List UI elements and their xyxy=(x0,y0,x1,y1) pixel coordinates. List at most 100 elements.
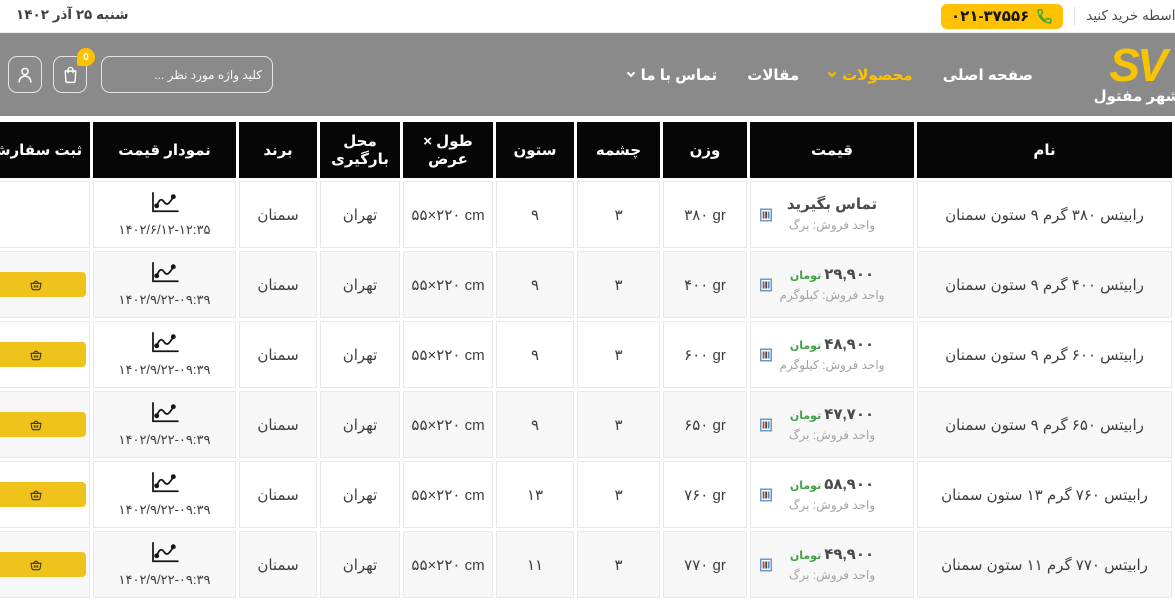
column-count-value: ۹ xyxy=(496,251,574,318)
loading-city: تهران xyxy=(320,181,400,248)
nav-link-articles[interactable]: مقالات xyxy=(747,66,799,84)
search-input[interactable] xyxy=(107,67,262,82)
column-header-size: طول × عرض xyxy=(403,122,493,178)
product-name[interactable]: رابیتس ۷۷۰ گرم ۱۱ ستون سمنان xyxy=(941,556,1148,574)
order-button[interactable] xyxy=(0,342,86,367)
price-chart-button[interactable] xyxy=(149,401,181,425)
sale-unit: واحد فروش: برگ xyxy=(788,218,876,232)
product-name[interactable]: رابیتس ۴۰۰ گرم ۹ ستون سمنان xyxy=(945,276,1144,294)
price-detail-icon[interactable] xyxy=(760,418,772,431)
user-icon xyxy=(18,67,32,83)
chevron-down-icon xyxy=(626,68,635,78)
chart-date: ۱۴۰۲/۹/۲۲-۰۹:۳۹ xyxy=(118,432,211,447)
chevron-down-icon xyxy=(827,68,837,78)
order-button[interactable] xyxy=(0,482,86,507)
price-detail-icon[interactable] xyxy=(760,208,772,221)
price-chart-button[interactable] xyxy=(149,331,181,355)
order-button[interactable] xyxy=(0,272,86,297)
cheshmeh-value: ۳ xyxy=(577,531,660,598)
product-name[interactable]: رابیتس ۶۰۰ گرم ۹ ستون سمنان xyxy=(945,346,1144,364)
nav-label: تماس با ما xyxy=(640,66,718,84)
loading-city: تهران xyxy=(320,251,400,318)
logo[interactable]: SV شهر مفتول xyxy=(1085,39,1175,105)
nav-label: صفحه اصلی xyxy=(942,66,1033,84)
account-button[interactable] xyxy=(8,56,42,93)
weight-value: ۶۰۰ gr xyxy=(684,346,726,364)
column-count-value: ۱۱ xyxy=(496,531,574,598)
chart-line-icon xyxy=(151,401,179,423)
size-value: ۵۵×۲۲۰ cm xyxy=(411,206,485,224)
price-amount: تماس بگیرید xyxy=(786,196,878,213)
column-count-value: ۹ xyxy=(496,181,574,248)
size-value: ۵۵×۲۲۰ cm xyxy=(411,486,485,504)
column-header-order: ثبت سفارش xyxy=(0,122,90,178)
price-chart-button[interactable] xyxy=(149,541,181,565)
search-box xyxy=(101,56,273,93)
price-detail-icon[interactable] xyxy=(760,348,772,361)
size-value: ۵۵×۲۲۰ cm xyxy=(411,276,485,294)
size-value: ۵۵×۲۲۰ cm xyxy=(411,416,485,434)
phone-icon xyxy=(1037,8,1052,24)
product-name[interactable]: رابیتس ۶۵۰ گرم ۹ ستون سمنان xyxy=(945,416,1144,434)
cheshmeh-value: ۳ xyxy=(577,251,660,318)
price-detail-icon[interactable] xyxy=(760,558,772,571)
order-button[interactable] xyxy=(0,552,86,577)
table-row: رابیتس ۳۸۰ گرم ۹ ستون سمنان تماس بگیرید … xyxy=(0,181,1172,248)
promo-area: بدون واسطه خرید کنید ۰۲۱-۳۷۵۵۶ xyxy=(941,3,1175,29)
sale-unit: واحد فروش: کیلوگرم xyxy=(779,288,885,302)
price-detail-icon[interactable] xyxy=(760,488,772,501)
logo-mark: SV xyxy=(1109,39,1167,91)
chart-line-icon xyxy=(151,541,179,563)
date-label: شنبه ۲۵ آذر ۱۴۰۲ xyxy=(16,7,129,22)
column-header-loading: محل بارگیری xyxy=(320,122,400,178)
chart-line-icon xyxy=(151,471,179,493)
basket-icon xyxy=(30,420,42,430)
price-amount: ۴۹,۹۰۰ xyxy=(824,546,875,563)
topbar: بدون واسطه خرید کنید ۰۲۱-۳۷۵۵۶ شنبه ۲۵ آ… xyxy=(0,0,1175,33)
column-header-name: نام xyxy=(917,122,1172,178)
table-row: رابیتس ۶۵۰ گرم ۹ ستون سمنان ۴۷,۷۰۰تومان … xyxy=(0,391,1172,458)
column-header-cheshmeh: چشمه xyxy=(577,122,660,178)
price-chart-button[interactable] xyxy=(149,261,181,285)
brand-name: سمنان xyxy=(239,461,317,528)
product-name[interactable]: رابیتس ۷۶۰ گرم ۱۳ ستون سمنان xyxy=(941,486,1148,504)
basket-icon xyxy=(30,350,42,360)
product-name[interactable]: رابیتس ۳۸۰ گرم ۹ ستون سمنان xyxy=(945,206,1144,224)
cheshmeh-value: ۳ xyxy=(577,461,660,528)
weight-value: ۳۸۰ gr xyxy=(684,206,726,224)
basket-icon xyxy=(30,560,42,570)
weight-value: ۷۶۰ gr xyxy=(684,486,726,504)
brand-name: سمنان xyxy=(239,181,317,248)
currency-label: تومان xyxy=(789,270,822,282)
price-chart-button[interactable] xyxy=(149,191,181,215)
bag-icon xyxy=(64,66,76,84)
nav-link-contact[interactable]: تماس با ما xyxy=(626,66,718,84)
price-amount: ۴۸,۹۰۰ xyxy=(824,336,875,353)
products-table: نام قیمت وزن چشمه ستون طول × عرض محل بار… xyxy=(0,119,1175,601)
column-header-chart: نمودار قیمت xyxy=(93,122,236,178)
brand-name: سمنان xyxy=(239,321,317,388)
sale-unit: واحد فروش: کیلوگرم xyxy=(779,358,885,372)
nav-label: محصولات xyxy=(842,66,913,84)
chart-line-icon xyxy=(151,191,179,213)
chart-date: ۱۴۰۲/۹/۲۲-۰۹:۳۹ xyxy=(118,502,211,517)
table-row: رابیتس ۷۶۰ گرم ۱۳ ستون سمنان ۵۸,۹۰۰تومان… xyxy=(0,461,1172,528)
currency-label: تومان xyxy=(789,550,822,562)
phone-badge[interactable]: ۰۲۱-۳۷۵۵۶ xyxy=(941,3,1064,29)
chart-line-icon xyxy=(151,331,179,353)
cart-button[interactable]: 0 xyxy=(53,48,95,93)
nav-link-products[interactable]: محصولات xyxy=(827,66,913,84)
price-amount: ۲۹,۹۰۰ xyxy=(824,266,875,283)
price-detail-icon[interactable] xyxy=(760,278,772,291)
basket-icon xyxy=(30,280,42,290)
price-chart-button[interactable] xyxy=(149,471,181,495)
order-button[interactable] xyxy=(0,412,86,437)
currency-label: تومان xyxy=(789,480,822,492)
chart-line-icon xyxy=(151,261,179,283)
column-count-value: ۹ xyxy=(496,391,574,458)
size-value: ۵۵×۲۲۰ cm xyxy=(411,346,485,364)
chart-date: ۱۴۰۲/۹/۲۲-۰۹:۳۹ xyxy=(118,292,211,307)
nav-link-home[interactable]: صفحه اصلی xyxy=(943,66,1033,84)
table-header-row: نام قیمت وزن چشمه ستون طول × عرض محل بار… xyxy=(0,122,1172,178)
phone-number: ۰۲۱-۳۷۵۵۶ xyxy=(951,8,1030,25)
